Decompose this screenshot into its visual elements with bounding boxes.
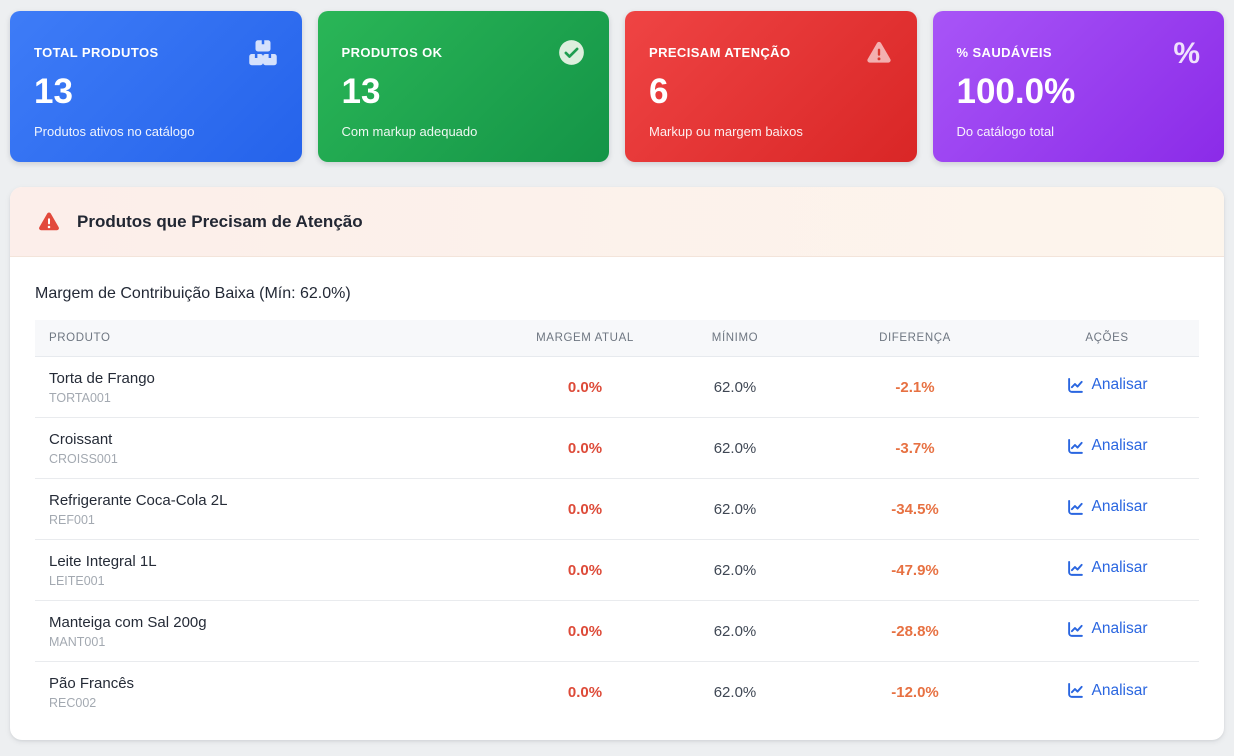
product-code: REF001 [49,512,95,527]
difference-value: -3.7% [815,417,1015,479]
current-margin-value: 0.0% [515,539,655,601]
stat-card-title: % SAUDÁVEIS [956,45,1052,60]
analyze-button[interactable]: Analisar [1067,559,1148,577]
attention-panel-header: Produtos que Precisam de Atenção [10,187,1224,257]
product-code: REC002 [49,695,97,710]
current-margin-value: 0.0% [567,683,603,701]
table-header-row: PRODUTO MARGEM ATUAL MÍNIMO DIFERENÇA AÇ… [35,320,1199,357]
current-margin-value: 0.0% [515,600,655,662]
stat-card-total-produtos: TOTAL PRODUTOS 13 Produtos ativos no cat… [10,11,302,162]
product-name: Manteiga com Sal 200g [49,613,207,631]
attention-panel-title: Produtos que Precisam de Atenção [77,211,363,231]
difference-value: -12.0% [891,683,939,701]
stat-card-subtitle: Do catálogo total [956,124,1055,139]
stat-card-title: PRODUTOS OK [341,45,443,60]
stat-card-value: 100.0% [956,72,1076,111]
analyze-button-label: Analisar [1091,498,1148,516]
table-row: Torta de Frango TORTA001 0.0% 62.0% -2.1… [35,356,1199,418]
chart-line-icon [1067,438,1084,455]
column-header-diferenca: DIFERENÇA [815,320,1015,357]
stat-card-saudaveis: % SAUDÁVEIS 100.0% Do catálogo total % [932,11,1224,162]
product-code: CROISS001 [49,451,118,466]
analyze-button[interactable]: Analisar [1067,376,1148,394]
attention-panel-body: Margem de Contribuição Baixa (Mín: 62.0%… [10,257,1224,740]
stat-card-value: 6 [649,72,669,111]
product-name: Torta de Frango [49,369,155,387]
product-name: Pão Francês [49,674,135,692]
column-header-margem-atual: MARGEM ATUAL [515,320,655,357]
minimum-value: 62.0% [655,539,815,601]
low-margin-table: PRODUTO MARGEM ATUAL MÍNIMO DIFERENÇA AÇ… [35,320,1199,723]
stat-card-subtitle: Markup ou margem baixos [649,124,803,139]
table-row: Croissant CROISS001 0.0% 62.0% -3.7% [35,417,1199,479]
stat-card-value: 13 [34,72,73,111]
stat-card-subtitle: Produtos ativos no catálogo [34,124,195,139]
percent-icon: % [1173,37,1200,70]
minimum-value: 62.0% [655,600,815,662]
current-margin-value: 0.0% [515,417,655,479]
difference-value: -47.9% [815,539,1015,601]
table-row: Manteiga com Sal 200g MANT001 0.0% 62.0%… [35,600,1199,662]
difference-value: -2.1% [815,356,1015,418]
analyze-button[interactable]: Analisar [1067,498,1148,516]
chart-line-icon [1067,560,1084,577]
boxes-stacked-icon [248,39,278,74]
difference-value: -28.8% [815,600,1015,662]
current-margin-value: 0.0% [515,478,655,540]
stat-cards-row: TOTAL PRODUTOS 13 Produtos ativos no cat… [10,11,1224,162]
dashboard-page: TOTAL PRODUTOS 13 Produtos ativos no cat… [10,11,1224,740]
chart-line-icon [1067,682,1084,699]
stat-card-value: 13 [341,72,381,111]
chart-line-icon [1067,621,1084,638]
check-circle-icon [558,39,585,71]
chart-line-icon [1067,377,1084,394]
product-name: Leite Integral 1L [49,552,157,570]
stat-card-title: TOTAL PRODUTOS [34,45,159,60]
product-code: LEITE001 [49,573,105,588]
product-code: MANT001 [49,634,106,649]
table-row: Leite Integral 1L LEITE001 0.0% 62.0% -4… [35,539,1199,601]
column-header-minimo: MÍNIMO [655,320,815,357]
table-row: Refrigerante Coca-Cola 2L REF001 0.0% 62… [35,478,1199,540]
analyze-button[interactable]: Analisar [1067,437,1148,455]
product-name: Refrigerante Coca-Cola 2L [49,491,228,509]
minimum-value: 62.0% [713,683,757,701]
column-header-acoes: AÇÕES [1015,320,1199,357]
product-name: Croissant [49,430,113,448]
low-margin-section-heading: Margem de Contribuição Baixa (Mín: 62.0%… [35,285,351,302]
analyze-button[interactable]: Analisar [1067,620,1148,638]
column-header-produto: PRODUTO [35,320,515,357]
product-code: TORTA001 [49,390,111,405]
warning-triangle-icon [37,210,61,234]
analyze-button-label: Analisar [1091,620,1148,638]
attention-panel: Produtos que Precisam de Atenção Margem … [10,187,1224,740]
analyze-button-label: Analisar [1091,437,1148,455]
minimum-value: 62.0% [655,417,815,479]
table-row: Pão Francês REC002 0.0% 62.0% -12.0% [35,662,1199,723]
stat-card-produtos-ok: PRODUTOS OK 13 Com markup adequado [317,11,609,162]
stat-card-title: PRECISAM ATENÇÃO [649,45,791,60]
analyze-button-label: Analisar [1091,559,1148,577]
analyze-button-label: Analisar [1091,376,1148,394]
stat-card-subtitle: Com markup adequado [341,124,478,139]
warning-triangle-icon [865,39,893,72]
difference-value: -34.5% [815,478,1015,540]
stat-card-precisam-atencao: PRECISAM ATENÇÃO 6 Markup ou margem baix… [625,11,917,162]
analyze-button-label: Analisar [1091,681,1148,699]
current-margin-value: 0.0% [515,356,655,418]
chart-line-icon [1067,499,1084,516]
analyze-button[interactable]: Analisar [1067,682,1148,700]
minimum-value: 62.0% [655,356,815,418]
minimum-value: 62.0% [655,478,815,540]
